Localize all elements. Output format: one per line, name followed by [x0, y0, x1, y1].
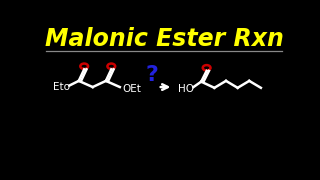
- Text: OEt: OEt: [122, 84, 141, 94]
- Text: Eto: Eto: [53, 82, 70, 92]
- Text: ?: ?: [146, 66, 159, 86]
- Text: HO: HO: [178, 84, 194, 94]
- Text: Malonic Ester Rxn: Malonic Ester Rxn: [44, 26, 284, 51]
